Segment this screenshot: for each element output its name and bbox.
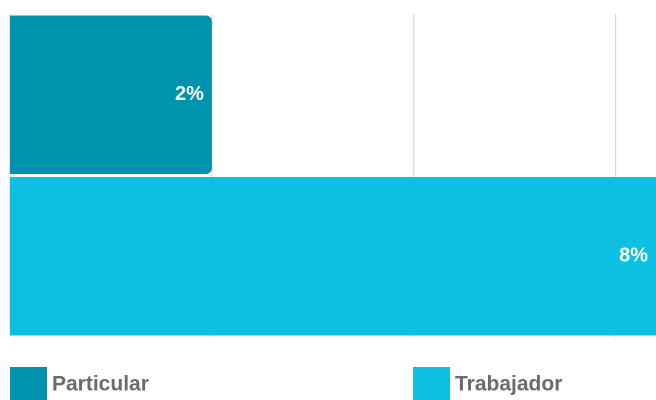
value-label: 8%: [619, 245, 648, 267]
bar-cap: [10, 177, 18, 336]
value-label: 2%: [175, 83, 204, 105]
legend-swatch: [10, 367, 47, 400]
bar: [10, 177, 656, 336]
bar: [10, 15, 212, 174]
legend-swatch: [413, 367, 450, 400]
bar-cap: [10, 15, 18, 174]
legend-label: Trabajador: [455, 373, 562, 396]
legend-label: Particular: [52, 373, 149, 396]
